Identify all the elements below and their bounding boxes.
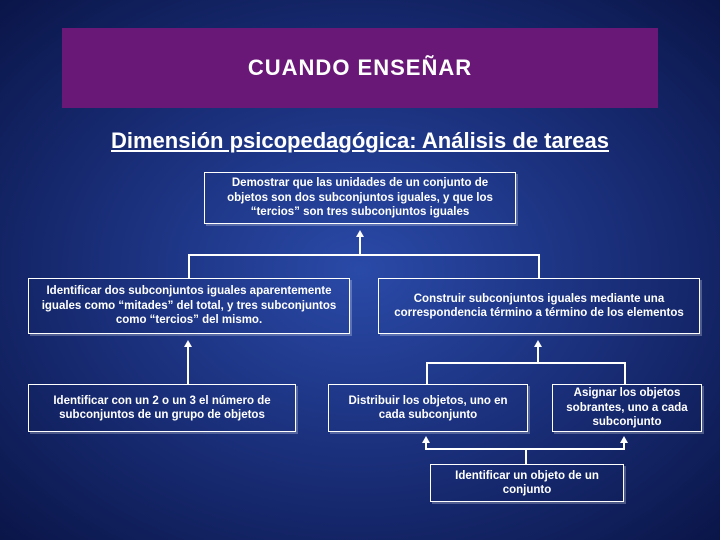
node-lower-right-text: Asignar los objetos sobrantes, uno a cad… <box>559 386 695 429</box>
node-top: Demostrar que las unidades de un conjunt… <box>204 172 516 224</box>
arrow-icon <box>422 436 430 443</box>
connector-line <box>188 254 540 256</box>
node-lower-right: Asignar los objetos sobrantes, uno a cad… <box>552 384 702 432</box>
node-mid-right: Construir subconjuntos iguales mediante … <box>378 278 700 334</box>
connector-line <box>188 254 190 278</box>
connector-line <box>537 347 539 362</box>
node-mid-right-text: Construir subconjuntos iguales mediante … <box>385 292 693 321</box>
connector-line <box>624 362 626 384</box>
node-mid-left-text: Identificar dos subconjuntos iguales apa… <box>35 284 343 327</box>
arrow-icon <box>534 340 542 347</box>
connector-line <box>538 254 540 278</box>
node-lower-mid: Distribuir los objetos, uno en cada subc… <box>328 384 528 432</box>
node-lower-left: Identificar con un 2 o un 3 el número de… <box>28 384 296 432</box>
arrow-icon <box>620 436 628 443</box>
node-top-text: Demostrar que las unidades de un conjunt… <box>211 176 509 219</box>
node-mid-left: Identificar dos subconjuntos iguales apa… <box>28 278 350 334</box>
node-bottom-text: Identificar un objeto de un conjunto <box>437 469 617 498</box>
arrow-icon <box>356 230 364 237</box>
node-lower-mid-text: Distribuir los objetos, uno en cada subc… <box>335 394 521 423</box>
connector-line <box>426 362 626 364</box>
connector-line <box>426 362 428 384</box>
slide-title: CUANDO ENSEÑAR <box>248 55 472 81</box>
slide-subtitle: Dimensión psicopedagógica: Análisis de t… <box>0 128 720 154</box>
connector-line <box>187 347 189 384</box>
arrow-icon <box>184 340 192 347</box>
node-bottom: Identificar un objeto de un conjunto <box>430 464 624 502</box>
title-bar: CUANDO ENSEÑAR <box>62 28 658 108</box>
connector-line <box>359 237 361 254</box>
connector-line <box>525 448 527 464</box>
node-lower-left-text: Identificar con un 2 o un 3 el número de… <box>35 394 289 423</box>
